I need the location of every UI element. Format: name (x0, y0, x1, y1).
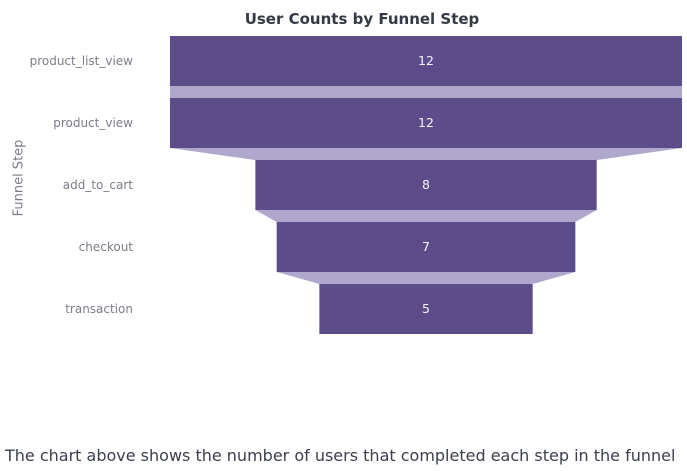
chart-title: User Counts by Funnel Step (244, 10, 480, 28)
funnel-value-label: 12 (418, 115, 434, 130)
funnel-value-label: 12 (418, 53, 434, 68)
funnel-value-label: 8 (422, 177, 430, 192)
funnel-bar (255, 160, 597, 210)
funnel-connector (170, 148, 682, 160)
category-label: product_view (53, 116, 133, 130)
category-axis: product_list_view product_view add_to_cart… (0, 0, 133, 400)
category-label: transaction (65, 302, 133, 316)
funnel-bar (319, 284, 533, 334)
funnel-value-label: 5 (422, 301, 430, 316)
funnel-chart-figure: User Counts by Funnel Step Funnel Step p… (0, 0, 682, 400)
category-label: add_to_cart (62, 178, 133, 192)
funnel-connector (255, 210, 597, 222)
funnel-value-label: 7 (422, 239, 430, 254)
category-label: checkout (78, 240, 133, 254)
funnel-connector (276, 272, 576, 284)
funnel-connector (170, 86, 682, 98)
category-label: product_list_view (29, 54, 133, 68)
caption-text: The chart above shows the number of user… (5, 446, 676, 465)
funnel-plot: 12 12 8 7 5 (170, 36, 682, 334)
funnel-bar (170, 36, 682, 86)
funnel-bar (276, 222, 576, 272)
funnel-bar (170, 98, 682, 148)
